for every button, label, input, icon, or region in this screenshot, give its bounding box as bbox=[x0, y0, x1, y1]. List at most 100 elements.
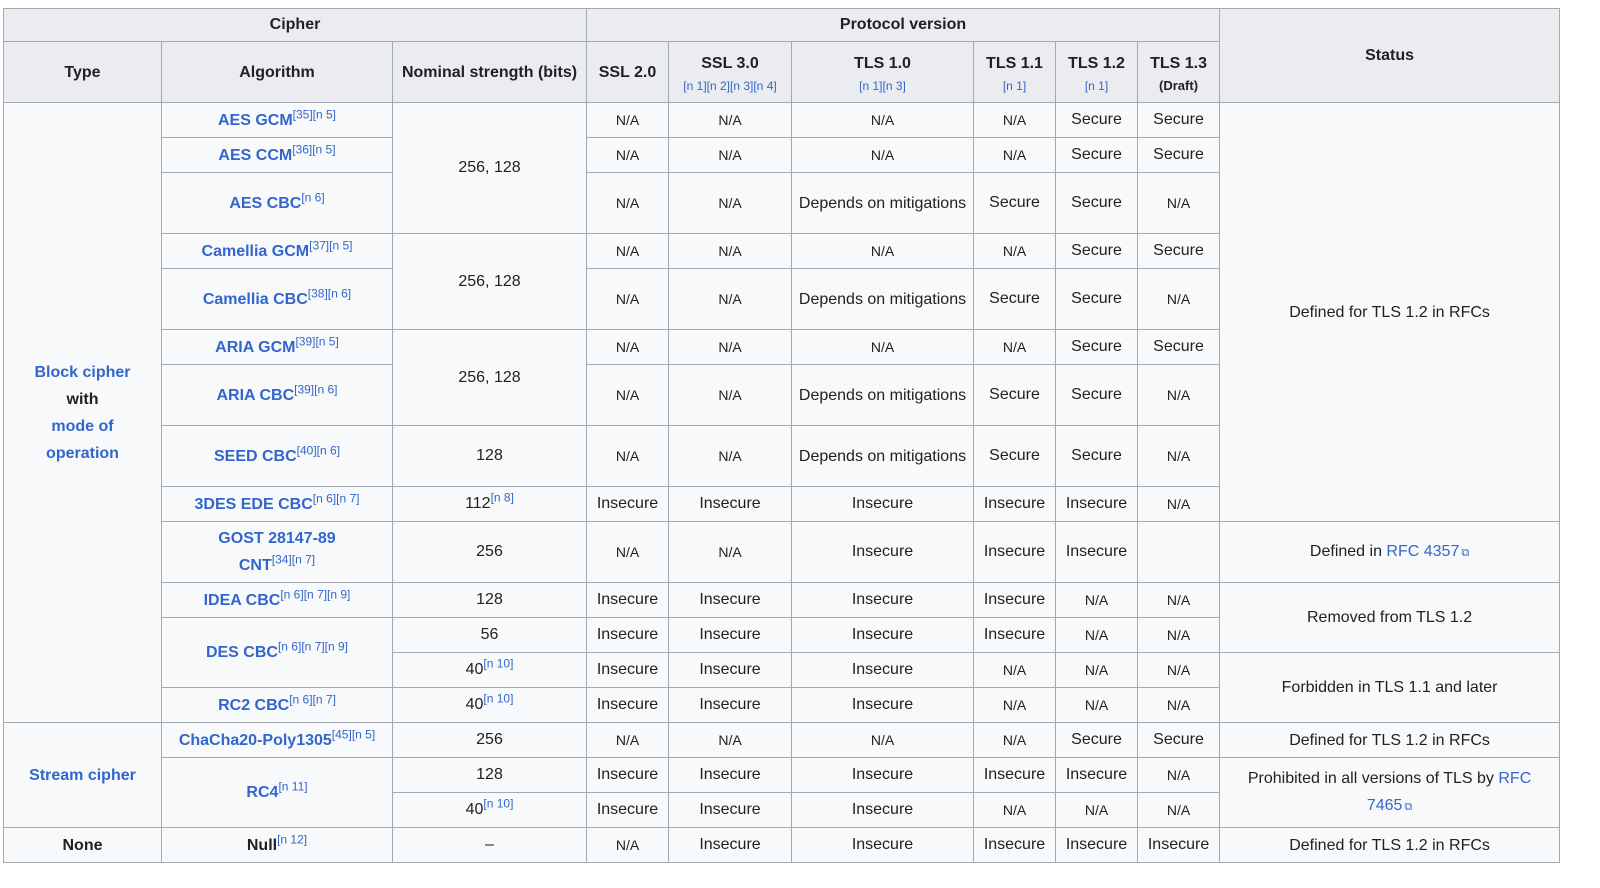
camellia-gcm-link[interactable]: Camellia GCM bbox=[201, 242, 310, 260]
idea-ref[interactable]: [n 6][n 7][n 9] bbox=[280, 587, 351, 602]
stream-cipher-link[interactable]: Stream cipher bbox=[29, 766, 136, 784]
tls10-refs[interactable]: [n 1][n 3] bbox=[859, 78, 906, 93]
table-row: ARIA CBC[39][n 6] N/A N/A Depends on mit… bbox=[4, 364, 1560, 426]
algorithm-des: DES CBC[n 6][n 7][n 9] bbox=[161, 617, 393, 688]
aes-gcm-ref[interactable]: [35][n 5] bbox=[292, 107, 337, 122]
tls12-refs[interactable]: [n 1] bbox=[1084, 78, 1109, 93]
operation-link[interactable]: operation bbox=[46, 444, 119, 462]
cell-secure: Secure bbox=[1055, 172, 1138, 234]
rc2-link[interactable]: RC2 CBC bbox=[218, 696, 290, 714]
aria-cbc-ref[interactable]: [39][n 6] bbox=[294, 382, 338, 397]
status-defined-tls12: Defined for TLS 1.2 in RFCs bbox=[1219, 102, 1561, 522]
ssl30-label: SSL 3.0 bbox=[701, 54, 759, 72]
gost-link[interactable]: GOST 28147-89 CNT bbox=[218, 530, 335, 574]
strength-des-40-ref[interactable]: [n 10] bbox=[483, 656, 514, 671]
des-ref[interactable]: [n 6][n 7][n 9] bbox=[277, 639, 349, 654]
aes-ccm-ref[interactable]: [36][n 5] bbox=[292, 142, 336, 157]
aes-ccm-link[interactable]: AES CCM bbox=[218, 146, 293, 164]
aria-cbc-link[interactable]: ARIA CBC bbox=[216, 386, 295, 404]
cell-na: N/A bbox=[586, 521, 669, 583]
chacha-ref[interactable]: [45][n 5] bbox=[331, 727, 376, 742]
table-row: SEED CBC[40][n 6] 128 N/A N/A Depends on… bbox=[4, 425, 1560, 487]
ssl30-refs[interactable]: [n 1][n 2][n 3][n 4] bbox=[683, 78, 777, 93]
strength-des-40-value: 40 bbox=[465, 661, 484, 678]
cell-insecure: Insecure bbox=[586, 617, 669, 653]
idea-link[interactable]: IDEA CBC bbox=[203, 591, 281, 609]
table-row: GOST 28147-89 CNT[34][n 7] 256 N/A N/A In… bbox=[4, 521, 1561, 583]
cell-insecure: Insecure bbox=[586, 687, 669, 723]
status-removed-tls12: Removed from TLS 1.2 bbox=[1219, 582, 1561, 653]
cell-na: N/A bbox=[791, 329, 974, 365]
cell-insecure: Insecure bbox=[586, 582, 669, 618]
cell-secure: Secure bbox=[1055, 364, 1138, 426]
cell-na: N/A bbox=[791, 137, 974, 173]
strength-header: Nominal strength (bits) bbox=[392, 41, 587, 103]
strength-rc2-ref[interactable]: [n 10] bbox=[483, 691, 514, 706]
status-prohibited-text: Prohibited in all versions of TLS by bbox=[1247, 769, 1499, 787]
rfc4357-link[interactable]: RFC 4357 bbox=[1386, 542, 1460, 560]
aes-cbc-ref[interactable]: [n 6] bbox=[301, 190, 325, 205]
aes-gcm-link[interactable]: AES GCM bbox=[217, 111, 293, 129]
status-defined-tls12-null: Defined for TLS 1.2 in RFCs bbox=[1219, 827, 1561, 863]
algorithm-aes-cbc: AES CBC[n 6] bbox=[161, 172, 393, 234]
table-row: DES CBC[n 6][n 7][n 9] 56 Insecure Insec… bbox=[4, 617, 1560, 688]
protocol-version-header: Protocol version bbox=[585, 8, 1221, 42]
3des-ref[interactable]: [n 6][n 7] bbox=[312, 491, 360, 506]
table-row: RC2 CBC[n 6][n 7] 40[n 10] Insecure Inse… bbox=[4, 687, 1560, 723]
aria-gcm-link[interactable]: ARIA GCM bbox=[215, 338, 296, 356]
cell-na: N/A bbox=[668, 722, 792, 758]
cell-secure: Secure bbox=[1055, 268, 1138, 330]
tls11-refs[interactable]: [n 1] bbox=[1002, 78, 1027, 93]
cell-na: N/A bbox=[973, 102, 1056, 138]
table-row: Camellia CBC[38][n 6] N/A N/A Depends on… bbox=[4, 268, 1560, 330]
des-link[interactable]: DES CBC bbox=[205, 644, 278, 661]
cell-na: N/A bbox=[586, 364, 669, 426]
chacha-link[interactable]: ChaCha20-Poly1305 bbox=[178, 731, 332, 749]
seed-cbc-ref[interactable]: [40][n 6] bbox=[296, 443, 341, 458]
cell-na: N/A bbox=[973, 233, 1056, 269]
tls12-label: TLS 1.2 bbox=[1068, 54, 1125, 72]
3des-link[interactable]: 3DES EDE CBC bbox=[194, 495, 313, 513]
cell-secure: Secure bbox=[1055, 137, 1138, 173]
table-row: AES CBC[n 6] N/A N/A Depends on mitigati… bbox=[4, 172, 1560, 234]
table-row: RC4[n 11] 128 Insecure Insecure Insecure… bbox=[4, 757, 1561, 828]
aes-cbc-link[interactable]: AES CBC bbox=[229, 194, 302, 212]
block-cipher-link[interactable]: Block cipher bbox=[34, 363, 131, 381]
seed-cbc-link[interactable]: SEED CBC bbox=[213, 447, 297, 465]
tls11-header: TLS 1.1 [n 1] bbox=[973, 41, 1056, 103]
cell-secure: Secure bbox=[1136, 329, 1221, 365]
cell-na: N/A bbox=[1136, 617, 1221, 653]
camellia-gcm-ref[interactable]: [37][n 5] bbox=[309, 238, 353, 253]
cell-depends: Depends on mitigations bbox=[791, 364, 974, 426]
cell-na: N/A bbox=[586, 827, 669, 863]
rfc7465-link[interactable]: RFC 7465 bbox=[1367, 770, 1531, 814]
gost-line2: CNT bbox=[238, 557, 272, 574]
cell-na: N/A bbox=[1136, 652, 1221, 688]
cell-blank bbox=[1136, 521, 1221, 583]
null-ref[interactable]: [n 12] bbox=[277, 832, 308, 847]
null-label: Null bbox=[246, 836, 278, 854]
cell-insecure: Insecure bbox=[791, 652, 974, 688]
strength-3des-ref[interactable]: [n 8] bbox=[490, 490, 514, 505]
mode-of-link[interactable]: mode of bbox=[51, 417, 114, 435]
camellia-cbc-ref[interactable]: [38][n 6] bbox=[307, 286, 352, 301]
cell-insecure: Insecure bbox=[1055, 486, 1138, 522]
cell-na: N/A bbox=[586, 102, 669, 138]
cell-na: N/A bbox=[973, 792, 1056, 828]
aria-gcm-ref[interactable]: [39][n 5] bbox=[295, 334, 339, 349]
cell-na: N/A bbox=[973, 687, 1056, 723]
cell-na: N/A bbox=[586, 172, 669, 234]
cell-secure: Secure bbox=[1055, 425, 1138, 487]
cell-insecure: Insecure bbox=[791, 827, 974, 863]
rc4-ref[interactable]: [n 11] bbox=[278, 779, 308, 794]
cell-na: N/A bbox=[1136, 792, 1221, 828]
ssl20-header: SSL 2.0 bbox=[586, 41, 669, 103]
strength-des-40: 40[n 10] bbox=[392, 652, 587, 688]
rc2-ref[interactable]: [n 6][n 7] bbox=[289, 692, 336, 707]
camellia-cbc-link[interactable]: Camellia CBC bbox=[202, 290, 308, 308]
type-stream-cipher: Stream cipher bbox=[3, 722, 162, 828]
rc4-link[interactable]: RC4 bbox=[246, 784, 279, 801]
gost-ref[interactable]: [34][n 7] bbox=[271, 552, 316, 567]
table-row: Stream cipher ChaCha20-Poly1305[45][n 5]… bbox=[3, 722, 1561, 828]
strength-rc4-40-ref[interactable]: [n 10] bbox=[483, 796, 514, 811]
